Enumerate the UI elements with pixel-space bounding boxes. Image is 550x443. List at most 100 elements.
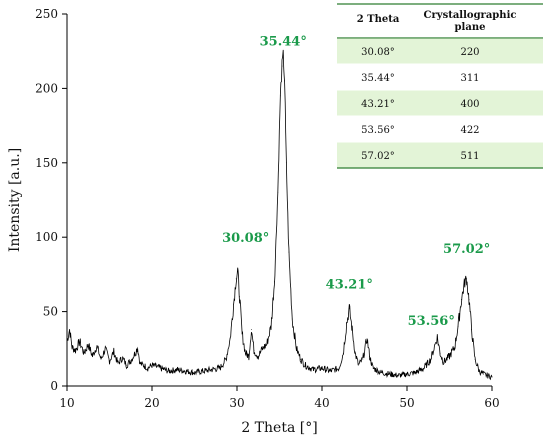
table-cell-2theta: 53.56° bbox=[361, 125, 395, 136]
data-point bbox=[253, 349, 255, 351]
table-cell-plane: 511 bbox=[460, 151, 479, 162]
data-point bbox=[443, 361, 444, 363]
table-cell-2theta: 30.08° bbox=[361, 47, 395, 58]
x-tick-label: 20 bbox=[144, 396, 159, 410]
x-tick-label: 60 bbox=[484, 396, 499, 410]
data-point bbox=[87, 343, 89, 345]
data-point bbox=[454, 346, 455, 348]
data-point bbox=[281, 65, 283, 67]
data-point bbox=[483, 373, 484, 375]
data-point bbox=[151, 364, 153, 366]
data-point bbox=[478, 370, 480, 372]
data-point bbox=[346, 323, 348, 324]
data-point bbox=[491, 376, 493, 378]
x-axis-title: 2 Theta [°] bbox=[241, 420, 317, 436]
data-point bbox=[304, 364, 306, 366]
data-point bbox=[225, 358, 227, 360]
data-point bbox=[130, 360, 132, 362]
data-point bbox=[366, 337, 368, 339]
data-point bbox=[474, 358, 476, 360]
data-point bbox=[369, 355, 370, 357]
data-point bbox=[270, 326, 272, 327]
data-point bbox=[471, 329, 472, 330]
data-point bbox=[177, 369, 178, 371]
data-point bbox=[354, 352, 356, 354]
data-point bbox=[219, 367, 221, 369]
data-point bbox=[439, 352, 441, 354]
table-cell-plane: 400 bbox=[460, 99, 479, 110]
data-point bbox=[137, 346, 138, 348]
data-point bbox=[134, 352, 136, 354]
data-point bbox=[109, 360, 110, 362]
data-point bbox=[239, 296, 240, 298]
axes: 0 50 100 150 200 250 10 20 30 40 50 60 2 Theta [°] In… bbox=[7, 7, 500, 436]
data-point bbox=[279, 95, 281, 97]
data-point bbox=[487, 375, 489, 376]
data-point bbox=[160, 367, 161, 369]
data-point bbox=[406, 373, 408, 375]
data-point bbox=[194, 372, 195, 374]
y-tick-label: 250 bbox=[35, 7, 58, 21]
series-layer bbox=[66, 49, 493, 381]
data-point bbox=[449, 355, 450, 357]
data-point bbox=[126, 364, 127, 366]
data-point bbox=[168, 370, 170, 372]
y-tick-label: 150 bbox=[35, 156, 58, 170]
data-point bbox=[237, 269, 239, 271]
data-point bbox=[211, 369, 212, 371]
diffraction-series-line bbox=[66, 49, 493, 381]
table-cell-2theta: 35.44° bbox=[361, 73, 395, 84]
x-tick-label: 10 bbox=[59, 396, 74, 410]
data-point bbox=[75, 349, 76, 351]
table-header-plane: Crystallographic plane bbox=[424, 10, 517, 33]
data-point bbox=[398, 375, 399, 376]
data-point bbox=[71, 346, 73, 348]
table-cell-2theta: 43.21° bbox=[361, 99, 395, 110]
data-point bbox=[372, 367, 374, 369]
y-tick-label: 200 bbox=[35, 81, 58, 95]
table-cell-plane: 311 bbox=[460, 73, 479, 84]
peak-labels: 35.44° 30.08° 43.21° 53.56° 57.02° bbox=[222, 35, 490, 329]
data-point bbox=[113, 351, 115, 353]
data-point bbox=[248, 355, 250, 357]
data-point bbox=[285, 162, 287, 164]
data-point bbox=[468, 299, 470, 301]
table-header-2theta: 2 Theta bbox=[357, 14, 400, 25]
table-row-highlight bbox=[337, 142, 543, 168]
data-point bbox=[104, 348, 106, 350]
data-point bbox=[296, 348, 297, 350]
data-point bbox=[241, 333, 243, 335]
peak-table: 2 Theta Crystallographic plane 30.08° 220 35.… bbox=[337, 3, 543, 169]
data-point bbox=[330, 370, 331, 372]
data-point bbox=[351, 326, 353, 327]
data-point bbox=[139, 363, 141, 365]
data-point bbox=[362, 358, 364, 360]
data-point bbox=[121, 357, 123, 359]
y-tick-label: 50 bbox=[43, 305, 58, 319]
data-point bbox=[235, 278, 237, 280]
y-tick-label: 0 bbox=[50, 379, 58, 393]
data-point bbox=[457, 326, 459, 327]
data-point bbox=[257, 355, 259, 357]
data-point bbox=[389, 373, 391, 375]
data-point bbox=[342, 352, 344, 354]
data-point bbox=[288, 251, 290, 253]
data-point bbox=[436, 336, 438, 338]
data-point bbox=[274, 281, 275, 283]
table-cell-plane: 220 bbox=[460, 47, 479, 58]
data-point bbox=[83, 352, 85, 354]
peak-label: 43.21° bbox=[326, 278, 373, 293]
data-point bbox=[262, 348, 263, 350]
y-axis-title: Intensity [a.u.] bbox=[7, 148, 23, 252]
data-point bbox=[291, 318, 293, 320]
table-cell-plane: 422 bbox=[460, 125, 479, 136]
y-tick-label: 100 bbox=[35, 230, 58, 244]
data-point bbox=[284, 80, 285, 82]
data-point bbox=[430, 358, 432, 360]
data-point bbox=[117, 363, 119, 365]
data-point bbox=[358, 364, 359, 366]
x-tick-label: 30 bbox=[229, 396, 244, 410]
data-point bbox=[466, 278, 468, 280]
x-tick-label: 40 bbox=[314, 396, 329, 410]
